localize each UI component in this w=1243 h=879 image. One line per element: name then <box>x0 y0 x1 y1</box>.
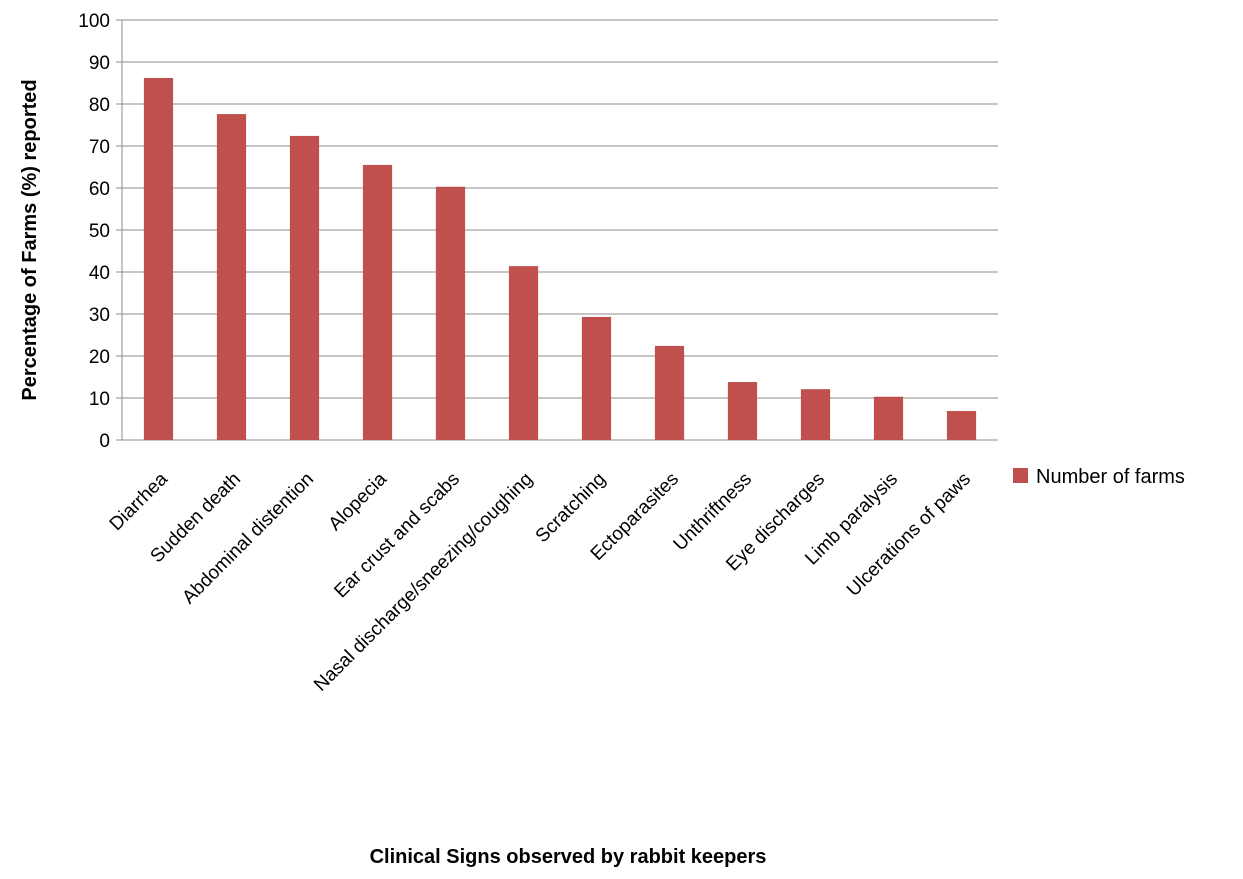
y-tick-label: 50 <box>89 221 110 242</box>
y-tick-label: 0 <box>99 431 110 452</box>
y-tick-label: 10 <box>89 389 110 410</box>
bar <box>873 396 904 440</box>
legend: Number of farms <box>1013 466 1185 488</box>
y-tick-label: 90 <box>89 53 110 74</box>
category-label: Abdominal distention <box>178 469 318 609</box>
legend-label: Number of farms <box>1036 466 1185 488</box>
bar <box>800 389 831 440</box>
y-axis-title: Percentage of Farms (%) reported <box>19 79 41 400</box>
bar <box>216 114 247 440</box>
bar <box>727 382 758 440</box>
x-axis-title: Clinical Signs observed by rabbit keeper… <box>370 846 767 868</box>
category-label: Ear crust and scabs <box>330 469 464 603</box>
category-label: Ulcerations of paws <box>843 469 975 601</box>
gridlines <box>122 19 998 399</box>
axes <box>116 19 998 441</box>
category-label: Scratching <box>532 469 610 547</box>
y-tick-label: 70 <box>89 137 110 158</box>
y-tick-label: 60 <box>89 179 110 200</box>
y-tick-label: 30 <box>89 305 110 326</box>
y-tick-labels: 0 10 20 30 40 50 60 70 80 90 100 <box>78 11 110 452</box>
category-label: Alopecia <box>325 468 392 535</box>
bar <box>289 135 320 441</box>
category-label: Diarrhea <box>106 468 173 535</box>
bar <box>654 345 685 440</box>
y-tick-label: 20 <box>89 347 110 368</box>
bar <box>435 186 466 440</box>
y-tick-label: 80 <box>89 95 110 116</box>
bar <box>946 411 977 440</box>
bar <box>581 316 612 440</box>
y-tick-label: 40 <box>89 263 110 284</box>
bars <box>143 77 977 441</box>
bar <box>143 77 174 441</box>
bar <box>508 266 539 440</box>
y-tick-label: 100 <box>78 11 110 32</box>
legend-swatch <box>1013 468 1028 483</box>
bar <box>362 164 393 440</box>
